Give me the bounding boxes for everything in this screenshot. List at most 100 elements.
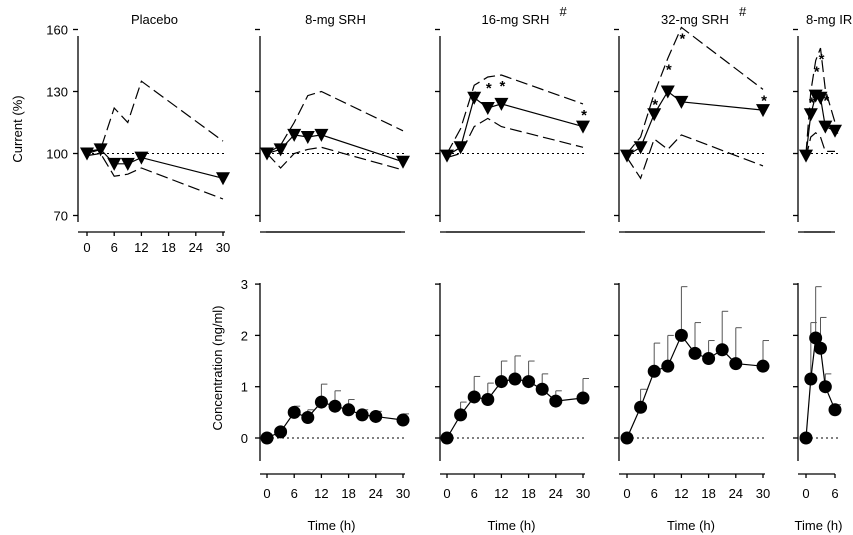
significance-asterisk: * — [819, 51, 825, 68]
panel-title-superscript: # — [560, 4, 568, 19]
significance-asterisk: * — [499, 78, 505, 95]
lower-bound-line — [86, 152, 224, 200]
concentration-point — [814, 341, 827, 355]
mean-point-triangle — [216, 172, 230, 186]
mean-point-triangle — [576, 120, 590, 134]
x-axis-title: Time (h) — [795, 518, 843, 533]
y-axis-title: Concentration (ng/ml) — [210, 306, 225, 431]
mean-point-triangle — [660, 85, 675, 99]
concentration-point — [688, 346, 702, 360]
significance-asterisk: * — [472, 88, 478, 105]
x-tick-label: 0 — [83, 240, 90, 255]
concentration-point — [396, 413, 410, 427]
mean-point-triangle — [80, 147, 94, 161]
concentration-point — [355, 408, 369, 422]
x-tick-label: 0 — [263, 486, 270, 501]
x-tick-label: 0 — [443, 486, 450, 501]
concentration-point — [661, 359, 675, 373]
concentration-panel-srh32: 0 6 12 18 24 30 Time (h) — [614, 283, 770, 533]
mean-point-triangle — [314, 128, 329, 142]
mean-point-triangle — [818, 120, 833, 134]
x-axis-title: Time (h) — [308, 518, 356, 533]
x-tick-label: 30 — [396, 486, 410, 501]
x-tick-label: 24 — [369, 486, 383, 501]
concentration-point — [535, 382, 549, 396]
concentration-point — [328, 399, 342, 413]
significance-asterisk: * — [809, 95, 815, 112]
mean-point-triangle — [273, 143, 288, 157]
mean-point-triangle — [107, 157, 122, 171]
mean-point-triangle — [674, 95, 689, 109]
concentration-point — [576, 391, 590, 405]
y-tick-label: 0 — [241, 431, 248, 446]
significance-asterisk: * — [823, 92, 829, 109]
concentration-point — [508, 372, 522, 386]
x-tick-label: 6 — [291, 486, 298, 501]
concentration-point — [454, 408, 468, 422]
concentration-point — [804, 372, 818, 386]
significance-asterisk: * — [486, 80, 492, 97]
significance-asterisk: * — [761, 92, 767, 109]
significance-asterisk: * — [652, 97, 658, 114]
x-tick-label: 12 — [674, 486, 688, 501]
mean-line — [266, 134, 404, 163]
current-panel-srh8: 8-mg SRH — [255, 12, 410, 233]
concentration-point — [799, 431, 813, 445]
y-tick-label: 100 — [46, 147, 68, 162]
x-tick-label: 18 — [521, 486, 535, 501]
concentration-point — [301, 410, 315, 424]
x-tick-label: 24 — [729, 486, 743, 501]
mean-point-triangle — [813, 91, 828, 105]
concentration-panel-srh16: 0 6 12 18 24 30 Time (h) — [435, 283, 590, 533]
x-tick-label: 18 — [341, 486, 355, 501]
mean-point-triangle — [480, 102, 495, 116]
concentration-point — [809, 331, 823, 345]
concentration-line — [446, 378, 584, 439]
concentration-point — [674, 328, 688, 342]
mean-point-triangle — [756, 104, 770, 118]
x-tick-label: 6 — [831, 486, 838, 501]
significance-asterisk: * — [814, 64, 820, 81]
panel-title: Placebo — [131, 12, 178, 27]
concentration-point — [494, 375, 508, 389]
mean-point-triangle — [120, 157, 135, 171]
mean-point-triangle — [467, 91, 482, 105]
concentration-point — [314, 395, 328, 409]
x-tick-label: 30 — [756, 486, 770, 501]
x-tick-label: 6 — [111, 240, 118, 255]
panel-title-superscript: # — [739, 4, 747, 19]
x-tick-label: 24 — [549, 486, 563, 501]
concentration-point — [702, 351, 716, 365]
concentration-point — [729, 357, 743, 371]
panel-title: 16-mg SRH — [482, 12, 550, 27]
concentration-point — [342, 403, 356, 417]
upper-bound-line — [86, 80, 224, 152]
upper-bound-line — [805, 47, 836, 154]
concentration-point — [828, 403, 842, 417]
y-tick-label: 160 — [46, 23, 68, 38]
y-axis-title: Current (%) — [10, 95, 25, 162]
upper-bound-line — [446, 74, 584, 154]
concentration-point — [756, 359, 770, 373]
x-tick-label: 12 — [134, 240, 148, 255]
concentration-point — [634, 400, 648, 414]
y-tick-label: 130 — [46, 85, 68, 100]
x-tick-label: 18 — [701, 486, 715, 501]
mean-point-triangle — [93, 143, 108, 157]
lower-bound-line — [626, 134, 764, 180]
x-tick-label: 24 — [189, 240, 203, 255]
x-tick-label: 6 — [471, 486, 478, 501]
current-panel-srh32: 32-mg SRH # * * * * — [614, 4, 770, 233]
x-tick-label: 0 — [802, 486, 809, 501]
concentration-point — [287, 405, 301, 419]
x-tick-label: 18 — [161, 240, 175, 255]
mean-point-triangle — [287, 128, 302, 142]
lower-bound-line — [266, 146, 404, 171]
concentration-line — [626, 334, 764, 439]
concentration-point — [715, 343, 729, 357]
current-panel-placebo: Placebo 70 100 130 160 Current (%) 0 6 12 18 24 30 — [10, 12, 230, 255]
concentration-point — [481, 393, 495, 407]
mean-point-triangle — [260, 147, 274, 161]
